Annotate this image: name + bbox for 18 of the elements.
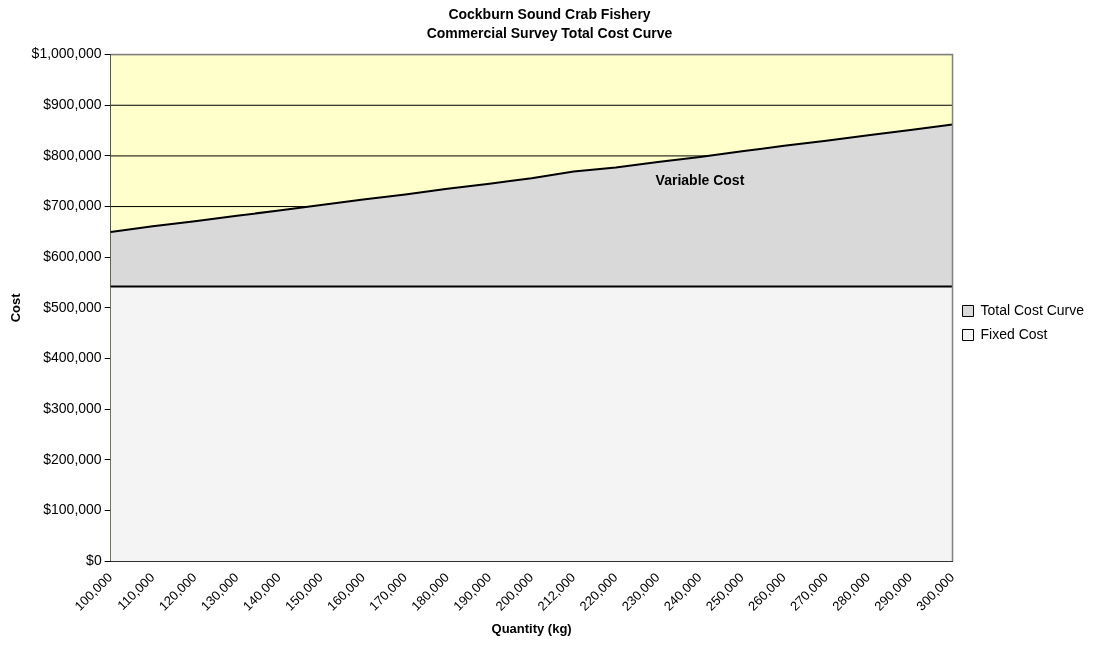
y-tick-label: $0 — [86, 552, 102, 568]
y-tick-label: $1,000,000 — [31, 45, 102, 62]
y-tick-label: $200,000 — [43, 450, 102, 467]
chart-title: Cockburn Sound Crab Fishery — [448, 6, 651, 23]
chart-subtitle: Commercial Survey Total Cost Curve — [426, 25, 673, 42]
y-tick-label: $900,000 — [43, 96, 102, 113]
y-axis-title: Cost — [8, 292, 24, 323]
y-tick-label: $100,000 — [43, 501, 102, 518]
y-tick-label: $300,000 — [43, 400, 102, 417]
y-tick-label: $800,000 — [43, 146, 102, 163]
x-axis-title: Quantity (kg) — [491, 620, 572, 636]
y-tick-label: $500,000 — [43, 298, 102, 315]
y-tick-label: $700,000 — [43, 197, 102, 214]
annotation: Variable Cost — [655, 172, 745, 189]
legend-label: Fixed Cost — [980, 325, 1048, 342]
y-tick-label: $400,000 — [43, 349, 102, 366]
y-tick-label: $600,000 — [43, 248, 102, 265]
legend-label: Total Cost Curve — [980, 301, 1085, 318]
